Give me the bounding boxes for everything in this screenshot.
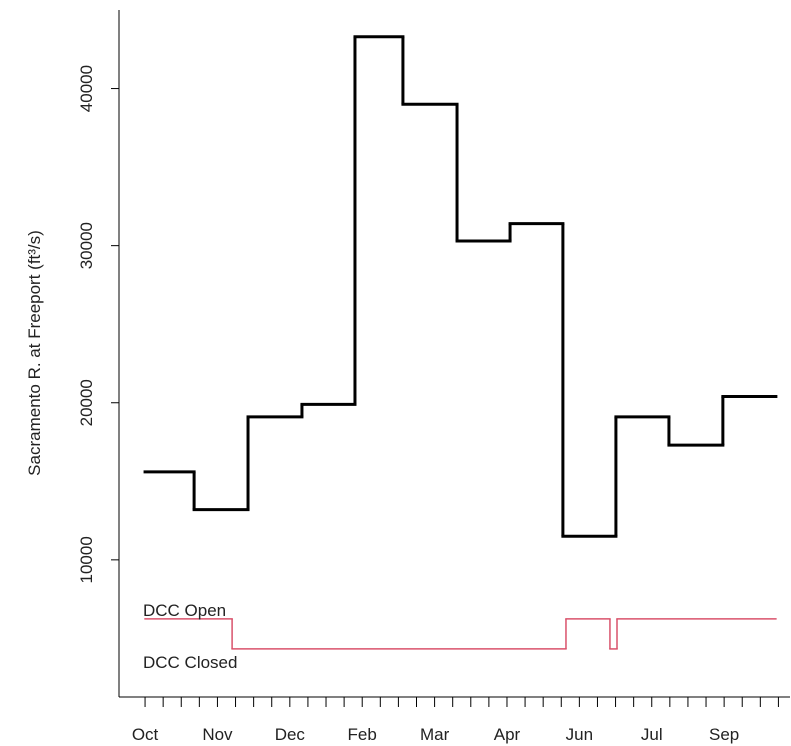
annotation: DCC Closed [143,653,237,672]
x-tick-label: Nov [202,725,233,744]
y-axis-title: Sacramento R. at Freeport (ft³/s) [25,230,44,476]
x-tick-label: Dec [275,725,306,744]
y-tick-label: 30000 [77,222,96,269]
x-tick-label: Jul [641,725,663,744]
y-tick-label: 40000 [77,65,96,112]
annotation: DCC Open [143,601,226,620]
y-tick-label: 20000 [77,379,96,426]
x-tick-label: Apr [494,725,521,744]
x-tick-label: Sep [709,725,739,744]
x-tick-label: Mar [420,725,450,744]
x-tick-label: Feb [348,725,377,744]
x-tick-label: Oct [132,725,159,744]
x-tick-label: Jun [566,725,593,744]
y-tick-label: 10000 [77,536,96,583]
